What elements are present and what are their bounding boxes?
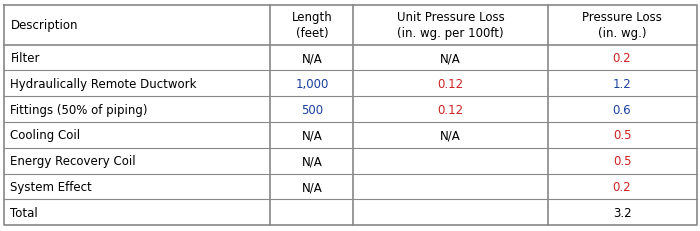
- Text: 0.12: 0.12: [438, 78, 463, 91]
- Text: 1.2: 1.2: [612, 78, 631, 91]
- Text: Hydraulically Remote Ductwork: Hydraulically Remote Ductwork: [10, 78, 197, 91]
- Text: N/A: N/A: [302, 52, 322, 65]
- Text: 1,000: 1,000: [295, 78, 328, 91]
- Text: System Effect: System Effect: [10, 180, 92, 193]
- Text: 0.5: 0.5: [612, 155, 631, 167]
- Text: 0.2: 0.2: [612, 180, 631, 193]
- Text: 500: 500: [301, 103, 323, 116]
- Text: Energy Recovery Coil: Energy Recovery Coil: [10, 155, 136, 167]
- Text: Description: Description: [10, 19, 78, 32]
- Text: 0.12: 0.12: [438, 103, 463, 116]
- Text: N/A: N/A: [302, 180, 322, 193]
- Text: 0.5: 0.5: [612, 129, 631, 142]
- Text: N/A: N/A: [440, 52, 461, 65]
- Text: N/A: N/A: [302, 155, 322, 167]
- Text: 3.2: 3.2: [612, 206, 631, 219]
- Text: Total: Total: [10, 206, 38, 219]
- Text: Length
(feet): Length (feet): [291, 11, 332, 40]
- Text: Filter: Filter: [10, 52, 40, 65]
- Text: Fittings (50% of piping): Fittings (50% of piping): [10, 103, 148, 116]
- Text: N/A: N/A: [440, 129, 461, 142]
- Text: Unit Pressure Loss
(in. wg. per 100ft): Unit Pressure Loss (in. wg. per 100ft): [397, 11, 505, 40]
- Text: 0.6: 0.6: [612, 103, 631, 116]
- Text: Cooling Coil: Cooling Coil: [10, 129, 80, 142]
- Text: Pressure Loss
(in. wg.): Pressure Loss (in. wg.): [582, 11, 662, 40]
- Text: N/A: N/A: [302, 129, 322, 142]
- Text: 0.2: 0.2: [612, 52, 631, 65]
